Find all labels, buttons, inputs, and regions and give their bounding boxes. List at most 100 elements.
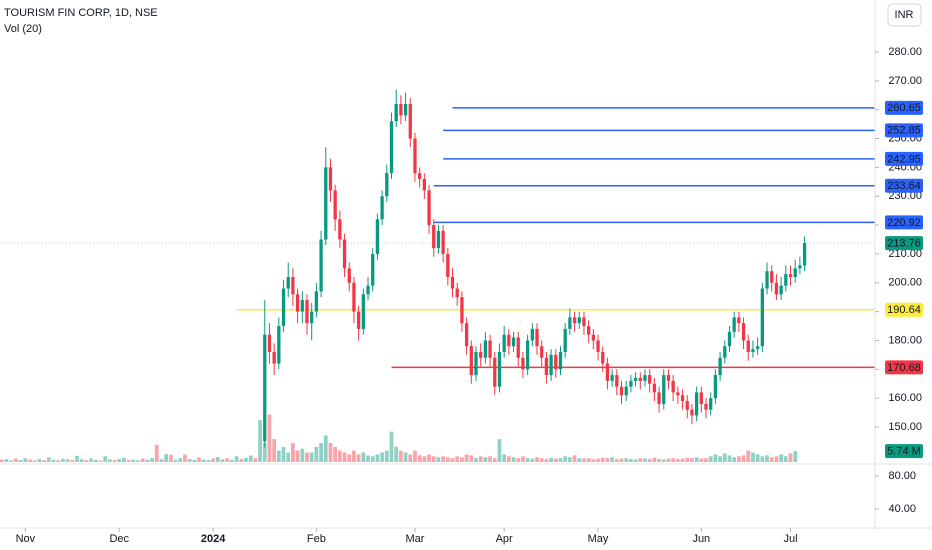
volume-bar <box>436 457 441 462</box>
candle-body <box>483 340 488 358</box>
volume-bar <box>647 459 652 462</box>
candle-body <box>718 357 722 376</box>
volume-bar <box>553 458 558 462</box>
lower-tick-label: 80.00 <box>888 470 916 482</box>
last-price-badge <box>885 236 923 251</box>
volume-bar <box>577 458 582 462</box>
candle-body <box>605 363 610 381</box>
candle-body <box>389 121 394 174</box>
volume-bar <box>305 452 309 462</box>
volume-bar <box>248 455 253 462</box>
volume-bar <box>136 460 140 462</box>
candle-body <box>371 253 375 286</box>
volume-bar <box>567 457 572 462</box>
volume-bar <box>605 458 610 462</box>
currency-button[interactable] <box>887 3 922 27</box>
candle-body <box>319 239 323 292</box>
candle-body <box>694 392 699 416</box>
volume-bar <box>211 458 215 462</box>
volume-bar <box>582 458 586 462</box>
candle-body <box>516 337 520 358</box>
y-tick-label: 200.00 <box>888 277 922 289</box>
volume-bar <box>460 457 464 462</box>
candle-body <box>385 173 389 197</box>
volume-bar <box>262 443 267 462</box>
candle-body <box>610 375 614 381</box>
candle-body <box>732 317 736 332</box>
candle-body <box>751 349 755 352</box>
volume-bar <box>380 452 384 462</box>
volume-bar <box>760 456 765 462</box>
volume-bar <box>337 450 342 462</box>
volume-bar <box>98 460 103 462</box>
volume-bar <box>755 454 760 462</box>
volume-bar <box>539 458 544 462</box>
volume-bar <box>488 456 492 462</box>
volume-bar <box>389 431 394 462</box>
volume-badge <box>885 444 923 459</box>
volume-bar <box>502 454 507 462</box>
volume-bar <box>521 456 525 462</box>
volume-bar <box>708 456 713 462</box>
candle-body <box>441 230 445 254</box>
candle-body <box>497 352 502 387</box>
volume-bar <box>342 452 347 462</box>
candle-body <box>582 317 586 327</box>
candle-body <box>394 103 398 122</box>
candle-body <box>493 357 497 387</box>
volume-bar <box>112 459 117 462</box>
y-tick-label: 150.00 <box>888 421 922 433</box>
volume-bar <box>366 455 370 462</box>
level-label: 190.64 <box>887 304 921 316</box>
volume-bar <box>413 450 417 462</box>
volume-title: Vol (20) <box>4 23 42 35</box>
candle-body <box>474 352 478 376</box>
y-tick-label: 160.00 <box>888 392 922 404</box>
volume-bar <box>352 450 356 462</box>
volume-bar <box>394 446 399 462</box>
candle-body <box>469 346 473 376</box>
level-label: 260.65 <box>887 102 921 114</box>
volume-bar <box>93 459 98 462</box>
volume-bar <box>417 455 422 462</box>
volume-bar <box>492 458 497 462</box>
volume-bar <box>643 458 647 462</box>
volume-bar <box>239 458 244 462</box>
volume-bar <box>779 454 783 462</box>
candle-body <box>507 334 511 347</box>
volume-bar <box>722 453 727 462</box>
volume-bar <box>774 456 779 462</box>
volume-bar <box>657 458 661 462</box>
volume-bar <box>333 446 338 462</box>
volume-bar <box>732 457 737 462</box>
volume-bar <box>356 454 361 462</box>
volume-bar <box>675 459 680 462</box>
volume-bar <box>666 458 671 462</box>
candle-body <box>366 285 370 295</box>
candle-body <box>591 334 595 341</box>
volume-bar <box>89 458 93 462</box>
volume-bar <box>178 458 183 462</box>
x-tick-label: Jun <box>692 533 710 545</box>
volume-bar <box>769 457 774 462</box>
volume-bar <box>591 459 596 462</box>
volume-bar <box>300 448 305 462</box>
volume-bar <box>525 458 530 462</box>
candle-body <box>676 392 680 396</box>
x-tick-label: Jul <box>783 533 797 545</box>
volume-bar <box>652 457 657 462</box>
volume-bar <box>699 458 704 462</box>
volume-bar <box>230 459 234 462</box>
volume-bar <box>600 457 605 462</box>
volume-bar <box>286 452 291 462</box>
volume-bar <box>638 458 643 462</box>
last-price-label: 213.76 <box>887 237 921 249</box>
volume-bar <box>234 456 239 462</box>
candle-body <box>272 352 276 364</box>
volume-bar <box>28 459 32 462</box>
candle-body <box>652 383 657 393</box>
candle-body <box>558 352 563 370</box>
candle-body <box>648 375 652 384</box>
volume-bar <box>474 458 478 462</box>
volume-bar <box>441 456 446 462</box>
